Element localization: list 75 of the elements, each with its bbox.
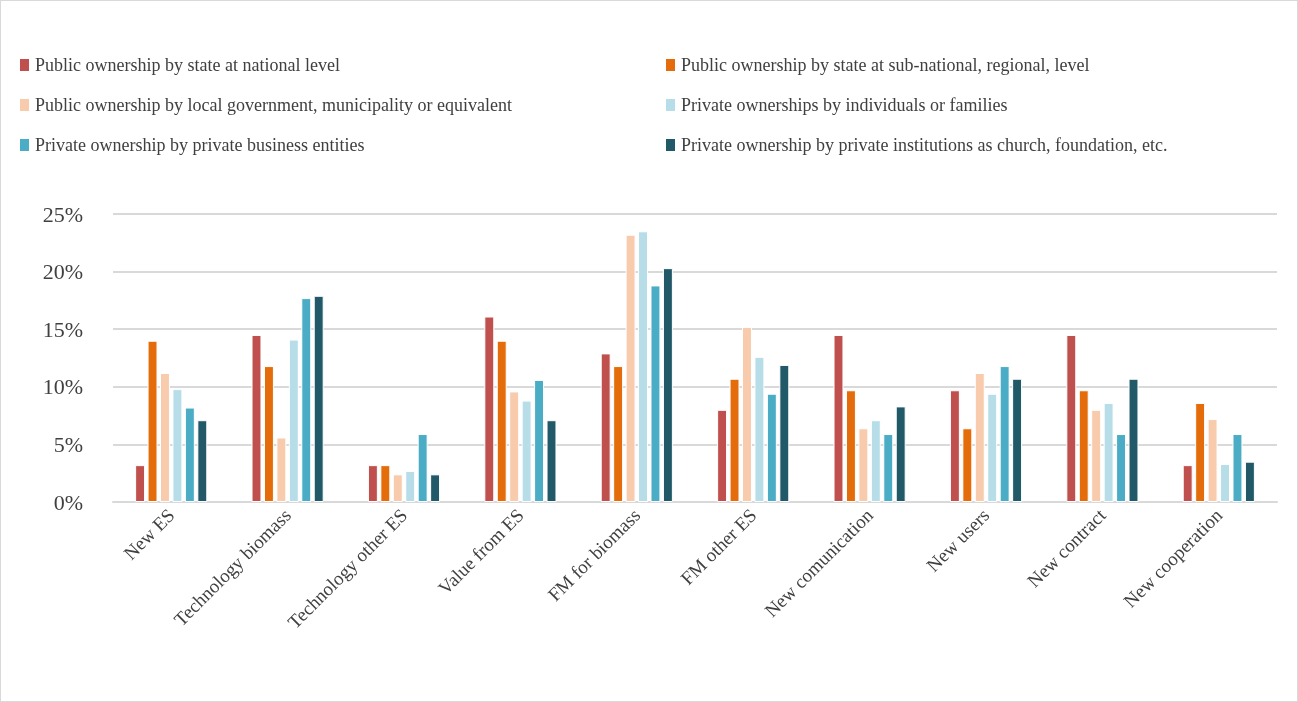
bar (1012, 378, 1023, 502)
bar (251, 334, 262, 502)
bar (288, 339, 299, 502)
bar (484, 316, 495, 502)
legend-label: Public ownership by local government, municipality or equivalent (35, 95, 512, 115)
bar (1078, 390, 1089, 502)
bar (999, 366, 1010, 502)
bar (1220, 463, 1230, 502)
legend-label: Public ownership by state at national level (35, 55, 340, 75)
bar (367, 465, 378, 502)
bar (392, 474, 403, 502)
bar (135, 465, 146, 502)
bar (417, 434, 428, 502)
bar (779, 364, 790, 502)
bar (521, 400, 532, 502)
bar (600, 353, 611, 502)
bar (534, 379, 545, 502)
bar (638, 231, 648, 502)
bar (742, 326, 752, 502)
y-tick-label: 5% (53, 431, 83, 457)
bar (276, 437, 287, 502)
y-tick-label: 10% (42, 374, 83, 400)
x-tick-label: New users (922, 504, 994, 576)
bar (147, 340, 158, 502)
bar (380, 465, 391, 502)
bar (845, 390, 856, 502)
y-tick-label: 0% (53, 489, 83, 515)
y-tick-label: 20% (42, 259, 83, 285)
y-tick-label: 15% (42, 316, 83, 342)
bar (729, 378, 740, 502)
bar (1182, 465, 1193, 502)
bar (717, 409, 728, 502)
bar (1091, 409, 1102, 502)
bar (949, 390, 960, 502)
bar (754, 356, 765, 502)
x-tick-label: New ES (119, 504, 179, 564)
bar (160, 372, 170, 502)
bar (1103, 402, 1114, 502)
bar (987, 393, 998, 502)
bar (962, 428, 973, 502)
bar (197, 420, 208, 502)
bar (263, 366, 274, 502)
bar (895, 406, 906, 502)
bar (1066, 334, 1077, 502)
bar (1195, 402, 1206, 502)
bar (546, 420, 557, 502)
bar (1244, 461, 1255, 502)
bar (650, 285, 661, 502)
bar (184, 407, 195, 502)
legend-label: Private ownerships by individuals or families (681, 95, 1008, 115)
bar (313, 295, 324, 502)
bar (1232, 434, 1243, 502)
bar (509, 391, 520, 502)
bar (172, 389, 183, 502)
x-tick-label: Value from ES (433, 504, 528, 599)
bar (496, 340, 507, 502)
bar (883, 434, 894, 502)
bar (833, 334, 844, 502)
bar (1207, 419, 1218, 502)
bar (974, 372, 985, 502)
bar (662, 268, 673, 502)
bar (858, 428, 869, 502)
bar (301, 298, 312, 502)
bar (766, 393, 777, 502)
bar (1116, 434, 1127, 502)
bar (613, 366, 624, 502)
legend-label: Private ownership by private business entities (35, 135, 365, 155)
y-tick-label: 25% (42, 201, 83, 227)
bar (405, 470, 416, 502)
legend-label: Public ownership by state at sub-national, regional, level (681, 55, 1090, 75)
bar (870, 420, 881, 502)
bar (1128, 378, 1139, 502)
bar (625, 234, 636, 502)
bar (430, 474, 441, 502)
legend-label: Private ownership by private institutions as church, foundation, etc. (681, 135, 1168, 155)
